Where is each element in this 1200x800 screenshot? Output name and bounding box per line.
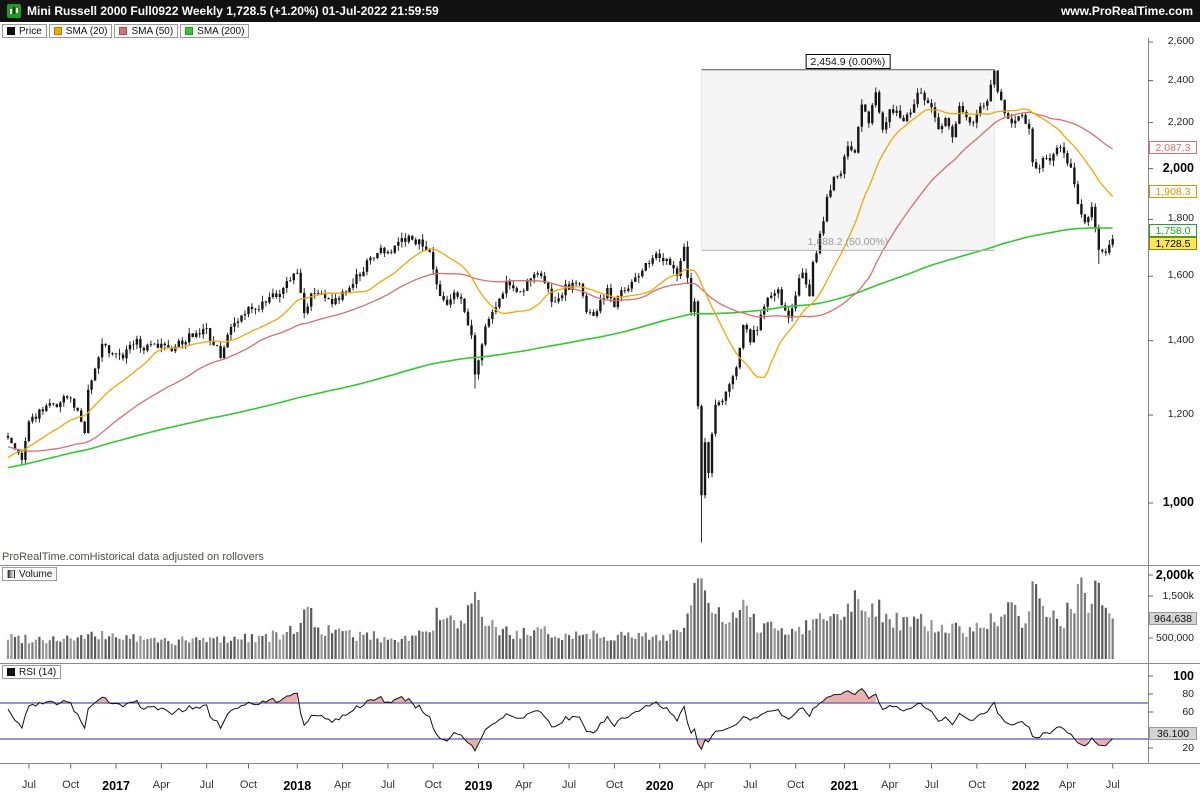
legend-sma20[interactable]: SMA (20) (48, 24, 113, 38)
volume-swatch (7, 570, 15, 578)
legend-sma50-label: SMA (50) (131, 25, 174, 37)
price-swatch (7, 27, 15, 35)
sma20-swatch (53, 27, 62, 35)
legend-sma200[interactable]: SMA (200) (180, 24, 250, 38)
candlestick-logo-icon (10, 7, 18, 14)
legend-price[interactable]: Price (2, 24, 47, 38)
legend-price-label: Price (19, 25, 42, 37)
instrument-title: Mini Russell 2000 Full0922 Weekly 1,728.… (27, 4, 439, 18)
title-bar-left: Mini Russell 2000 Full0922 Weekly 1,728.… (7, 4, 439, 18)
legend-rsi-label: RSI (14) (19, 666, 57, 678)
rsi-swatch (7, 668, 15, 676)
legend-volume[interactable]: Volume (2, 567, 58, 581)
sma50-swatch (119, 27, 128, 35)
chart-footer: ProRealTime.comHistorical data adjusted … (2, 551, 264, 563)
legend-rsi[interactable]: RSI (14) (2, 665, 62, 679)
sma200-swatch (185, 27, 194, 35)
price-legend: Price SMA (20) SMA (50) SMA (200) (2, 24, 250, 38)
legend-volume-label: Volume (19, 568, 53, 580)
legend-sma200-label: SMA (200) (197, 25, 245, 37)
legend-sma50[interactable]: SMA (50) (114, 24, 179, 38)
prorealtime-watermark: ProRealTime.com (2, 551, 90, 563)
rollover-note: Historical data adjusted on rollovers (89, 551, 264, 563)
legend-sma20-label: SMA (20) (65, 25, 108, 37)
chart-app-icon (7, 4, 21, 18)
site-url: www.ProRealTime.com (1060, 4, 1193, 18)
title-bar: Mini Russell 2000 Full0922 Weekly 1,728.… (0, 0, 1200, 22)
